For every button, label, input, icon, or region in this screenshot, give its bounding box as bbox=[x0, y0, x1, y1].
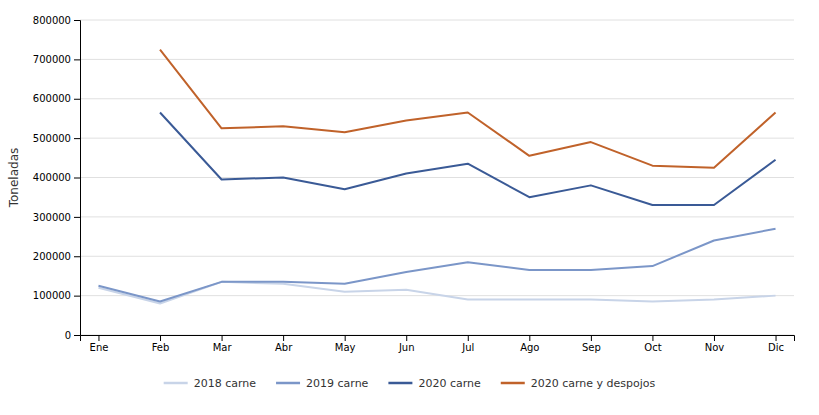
x-tick-label: Ago bbox=[520, 342, 539, 353]
x-tick: Ago bbox=[520, 335, 539, 353]
x-tick-mark bbox=[406, 335, 407, 341]
grid-line bbox=[80, 138, 794, 139]
x-tick-mark bbox=[652, 335, 653, 341]
x-tick-mark bbox=[714, 335, 715, 341]
y-tick-label: 200000 bbox=[33, 251, 71, 262]
series-line bbox=[160, 50, 776, 168]
legend-swatch bbox=[501, 382, 525, 385]
legend-item: 2020 carne bbox=[388, 377, 481, 390]
grid-line bbox=[80, 256, 794, 257]
y-tick-mark bbox=[74, 20, 80, 21]
legend-swatch bbox=[164, 382, 188, 385]
y-tick-label: 800000 bbox=[33, 15, 71, 26]
y-tick: 0 bbox=[65, 330, 80, 341]
x-tick-label: Mar bbox=[213, 342, 233, 353]
legend-swatch bbox=[276, 382, 300, 385]
x-tick-label: Dic bbox=[768, 342, 784, 353]
y-axis-title: Toneladas bbox=[7, 148, 21, 209]
legend-label: 2020 carne y despojos bbox=[531, 377, 656, 390]
x-axis-line bbox=[81, 336, 795, 342]
legend-item: 2019 carne bbox=[276, 377, 369, 390]
y-axis: 0 100000 200000 300000 400000 500000 600000 700… bbox=[33, 15, 81, 341]
grid bbox=[80, 20, 794, 335]
legend-item: 2018 carne bbox=[164, 377, 257, 390]
y-tick-label: 700000 bbox=[33, 54, 71, 65]
lines bbox=[98, 50, 775, 304]
x-tick: Dic bbox=[768, 335, 784, 353]
y-tick-mark bbox=[74, 138, 80, 139]
y-tick-mark bbox=[74, 99, 80, 100]
legend-label: 2020 carne bbox=[418, 377, 481, 390]
x-tick: Jul bbox=[461, 335, 474, 353]
y-tick-label: 300000 bbox=[33, 212, 71, 223]
x-axis: Ene Feb Mar Abr May Jun Jul Ago Sep Oct Nov Dic bbox=[81, 335, 795, 353]
x-tick: Oct bbox=[644, 335, 661, 353]
x-tick-label: Jun bbox=[398, 342, 415, 353]
y-tick: 700000 bbox=[33, 54, 80, 65]
x-tick: May bbox=[335, 335, 356, 353]
x-tick: Ene bbox=[90, 335, 109, 353]
x-tick-mark bbox=[98, 335, 99, 341]
y-tick-mark bbox=[74, 256, 80, 257]
x-tick-mark bbox=[283, 335, 284, 341]
x-tick-mark bbox=[345, 335, 346, 341]
x-tick: Jun bbox=[398, 335, 415, 353]
legend-label: 2018 carne bbox=[194, 377, 257, 390]
grid-line bbox=[80, 59, 794, 60]
y-tick: 800000 bbox=[33, 15, 80, 26]
y-tick-mark bbox=[74, 217, 80, 218]
x-tick: Abr bbox=[275, 335, 293, 353]
grid-line bbox=[80, 20, 794, 21]
x-tick-label: Sep bbox=[582, 342, 601, 353]
grid-line bbox=[80, 216, 794, 217]
y-axis-line bbox=[74, 21, 81, 336]
y-tick-label: 100000 bbox=[33, 290, 71, 301]
y-tick: 300000 bbox=[33, 212, 80, 223]
y-tick-mark bbox=[74, 335, 80, 336]
legend: 2018 carne 2019 carne 2020 carne 2020 carne… bbox=[164, 377, 656, 390]
series-line bbox=[98, 282, 775, 304]
legend-label: 2019 carne bbox=[306, 377, 369, 390]
y-tick-mark bbox=[74, 59, 80, 60]
x-tick-label: Feb bbox=[152, 342, 170, 353]
y-tick-label: 600000 bbox=[33, 93, 71, 104]
x-tick: Mar bbox=[213, 335, 233, 353]
x-tick-mark bbox=[160, 335, 161, 341]
y-tick-label: 500000 bbox=[33, 133, 71, 144]
grid-line bbox=[80, 177, 794, 178]
x-tick: Sep bbox=[582, 335, 601, 353]
x-tick-mark bbox=[529, 335, 530, 341]
chart: 0 100000 200000 300000 400000 500000 600000 700… bbox=[0, 0, 819, 415]
series-line bbox=[98, 229, 775, 302]
y-tick-mark bbox=[74, 296, 80, 297]
y-tick-label: 0 bbox=[65, 330, 71, 341]
y-tick-mark bbox=[74, 178, 80, 179]
y-tick: 400000 bbox=[33, 172, 80, 183]
x-tick-label: Ene bbox=[90, 342, 109, 353]
x-tick-mark bbox=[776, 335, 777, 341]
x-tick-mark bbox=[222, 335, 223, 341]
y-tick: 600000 bbox=[33, 93, 80, 104]
x-tick: Feb bbox=[152, 335, 170, 353]
x-tick-mark bbox=[591, 335, 592, 341]
x-tick-mark bbox=[468, 335, 469, 341]
legend-item: 2020 carne y despojos bbox=[501, 377, 656, 390]
grid-line bbox=[80, 98, 794, 99]
y-tick: 200000 bbox=[33, 251, 80, 262]
legend-swatch bbox=[388, 382, 412, 385]
x-tick-label: Abr bbox=[275, 342, 293, 353]
y-tick: 500000 bbox=[33, 133, 80, 144]
y-tick: 100000 bbox=[33, 290, 80, 301]
y-tick-label: 400000 bbox=[33, 172, 71, 183]
x-tick-label: Nov bbox=[705, 342, 725, 353]
x-tick-label: Jul bbox=[461, 342, 474, 353]
x-tick-label: May bbox=[335, 342, 356, 353]
x-tick: Nov bbox=[705, 335, 725, 353]
x-tick-label: Oct bbox=[644, 342, 661, 353]
